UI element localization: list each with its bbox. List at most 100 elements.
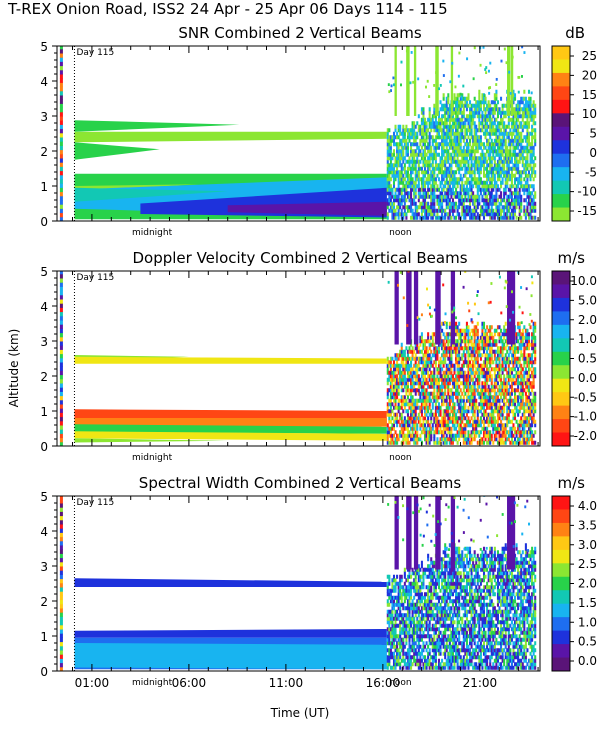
noise-cell [422, 363, 425, 368]
noise-cell [524, 335, 527, 340]
noise-cell [532, 374, 535, 379]
noise-cell [470, 405, 473, 410]
noise-cell [534, 191, 537, 196]
noise-cell [450, 135, 453, 140]
noise-cell [394, 212, 397, 217]
noise-cell [470, 208, 473, 213]
noise-cell [469, 114, 472, 119]
noise-cell [425, 419, 428, 424]
noise-cell [527, 194, 531, 199]
noise-cell [436, 437, 439, 442]
noise-cell [486, 377, 489, 382]
edge-cell [59, 128, 63, 134]
noise-cell [484, 395, 487, 400]
edge-cell [59, 408, 63, 413]
noise-cell [397, 194, 400, 199]
noise-cell [424, 166, 427, 171]
noise-cell [413, 363, 416, 368]
noise-cell [442, 377, 445, 382]
noise-cell [524, 184, 527, 189]
noise-cell [422, 360, 425, 365]
noise-cell [459, 135, 462, 140]
noise-cell [456, 391, 459, 396]
noise-cell [413, 166, 416, 171]
noise-cell [422, 121, 425, 126]
noise-cell [450, 201, 453, 206]
noise-cell [527, 163, 531, 168]
noise-cell [473, 124, 476, 129]
scatter-cell [488, 86, 491, 90]
noise-cell [459, 166, 462, 171]
noise-cell [451, 145, 454, 150]
noise-cell [469, 395, 472, 400]
noise-cell [475, 194, 478, 199]
noise-cell [431, 353, 434, 358]
noise-cell [482, 107, 486, 112]
noise-cell [518, 103, 521, 108]
noise-cell [482, 215, 486, 220]
noise-cell [489, 339, 492, 344]
noise-cell [414, 142, 417, 147]
noise-cell [482, 339, 486, 344]
noise-cell [534, 346, 537, 351]
edge-cell [59, 433, 63, 439]
noise-cell [411, 370, 414, 375]
noise-cell [411, 409, 414, 414]
noise-cell [531, 384, 534, 389]
noise-cell [479, 187, 482, 192]
noise-cell [408, 166, 411, 171]
noise-cell [394, 170, 397, 175]
noise-cell [417, 356, 420, 361]
noise-cell [493, 103, 496, 108]
noise-cell [411, 177, 414, 182]
noise-cell [386, 156, 389, 161]
noise-cell [524, 419, 527, 424]
noise-cell [434, 349, 437, 354]
noise-cell [512, 145, 515, 150]
scatter-cell [392, 83, 395, 87]
noise-cell [531, 423, 534, 428]
noise-cell [444, 208, 447, 213]
noise-cell [439, 437, 442, 442]
noise-cell [490, 208, 493, 213]
noise-cell [394, 173, 397, 178]
noise-cell [437, 177, 441, 182]
noise-cell [504, 423, 507, 428]
noise-cell [441, 402, 444, 407]
noise-cell [532, 402, 535, 407]
noise-cell [386, 212, 389, 217]
noise-cell [386, 191, 389, 196]
noise-cell [478, 100, 481, 105]
noise-cell [397, 437, 400, 442]
noise-cell [414, 412, 417, 417]
noise-cell [529, 381, 532, 386]
noise-cell [405, 142, 408, 147]
noise-cell [470, 346, 473, 351]
noise-cell [462, 191, 465, 196]
noise-cell [478, 440, 481, 445]
noise-cell [478, 433, 481, 438]
noise-cell [465, 384, 468, 389]
noise-cell [405, 198, 408, 203]
noise-cell [433, 395, 436, 400]
noise-cell [447, 402, 450, 407]
noise-cell [431, 215, 434, 220]
noise-cell [386, 159, 389, 164]
noise-cell [479, 335, 482, 340]
noise-cell [444, 384, 447, 389]
noise-cell [532, 335, 535, 340]
noise-cell [455, 121, 458, 126]
noise-cell [504, 328, 507, 333]
noise-cell [456, 191, 459, 196]
scatter-cell [473, 302, 476, 306]
noise-cell [521, 391, 524, 396]
noise-cell [487, 419, 490, 424]
noise-cell [515, 346, 518, 351]
noise-cell [506, 423, 509, 428]
noise-cell [427, 374, 430, 379]
noise-cell [455, 381, 458, 386]
noise-cell [478, 409, 481, 414]
noise-cell [495, 381, 498, 386]
noise-cell [482, 208, 486, 213]
noise-cell [501, 166, 504, 171]
